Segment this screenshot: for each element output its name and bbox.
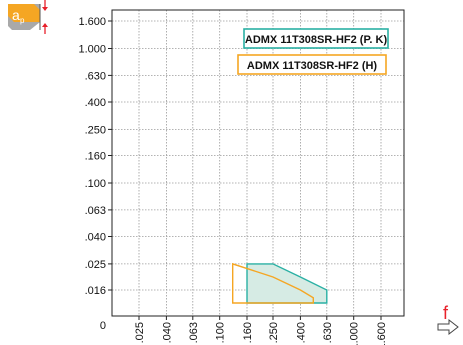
y-tick-label: .100	[85, 178, 106, 190]
plot-border	[111, 9, 405, 317]
x-tick-label: .630	[322, 322, 334, 343]
depth-label: a	[12, 7, 20, 23]
x-tick-label: 1.000	[349, 322, 361, 345]
x-tick-label: .100	[215, 322, 227, 343]
series-area-2	[231, 262, 314, 304]
y-tick-label: 1.000	[78, 44, 106, 56]
x-tick-labels: .025 .040 .063 .100 .160 .250 .400 .630 1.000 1.6…	[134, 316, 388, 345]
legend: ADMX 11T308SR-HF2 (P. K) ADMX 11T308SR-HF…	[237, 28, 389, 75]
y-tick-label: .040	[85, 232, 106, 244]
x-tick-label: .400	[295, 322, 307, 343]
depth-band	[8, 4, 40, 22]
y-tick-label: .630	[85, 70, 106, 82]
x-tick-label: .250	[268, 322, 280, 343]
feed-label: f	[443, 303, 449, 323]
depth-arrow-head-bottom	[42, 23, 48, 27]
feed-indicator: f	[437, 303, 459, 336]
depth-label-sub: p	[20, 16, 25, 25]
x-tick-label: .063	[188, 322, 200, 343]
y-tick-label: .016	[85, 285, 106, 297]
legend-label-1: ADMX 11T308SR-HF2 (P. K)	[245, 34, 388, 46]
y-tick-label: .250	[85, 124, 106, 136]
y-tick-labels: .016 .025 .040 .063 .100 .160 .250 .400 .630 1.00…	[78, 16, 112, 332]
legend-box-1	[243, 28, 389, 49]
y-tick-label: .400	[85, 97, 106, 109]
x-tick-label: .040	[161, 322, 173, 343]
operating-areas	[231, 262, 328, 304]
legend-label-2: ADMX 11T308SR-HF2 (H)	[247, 60, 378, 72]
y-tick-label: .025	[85, 259, 106, 271]
y-tick-label: .160	[85, 151, 106, 163]
legend-box-2	[237, 54, 387, 75]
depth-arrow-head-top	[42, 7, 48, 11]
y-origin-label: 0	[100, 320, 106, 332]
y-tick-label: .063	[85, 205, 106, 217]
y-tick-label: 1.600	[78, 16, 106, 28]
feed-direction-arrow-icon	[437, 318, 459, 336]
x-tick-label: .160	[242, 322, 254, 343]
plot-frame	[111, 9, 405, 317]
x-tick-label: 1.600	[376, 322, 388, 345]
x-tick-label: .025	[134, 322, 146, 343]
